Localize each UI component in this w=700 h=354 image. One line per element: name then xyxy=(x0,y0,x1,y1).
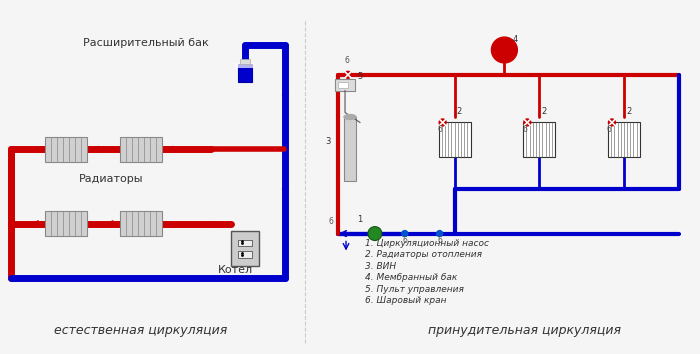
Circle shape xyxy=(344,72,351,78)
Text: Котел: Котел xyxy=(218,265,253,275)
Text: 6: 6 xyxy=(438,236,442,245)
Text: Расширительный бак: Расширительный бак xyxy=(83,38,209,48)
Bar xyxy=(239,240,253,246)
Text: 5: 5 xyxy=(357,72,362,81)
Bar xyxy=(120,137,162,162)
Bar xyxy=(239,251,253,258)
Text: 6: 6 xyxy=(328,217,333,225)
Bar xyxy=(46,211,87,236)
Text: 6: 6 xyxy=(607,125,612,135)
Text: 3. ВИН: 3. ВИН xyxy=(365,262,396,271)
Text: принудительная циркуляция: принудительная циркуляция xyxy=(428,324,621,337)
Text: 5. Пульт управления: 5. Пульт управления xyxy=(365,285,464,293)
Text: естественная циркуляция: естественная циркуляция xyxy=(54,324,228,337)
Text: 6: 6 xyxy=(344,56,349,65)
Circle shape xyxy=(491,37,517,63)
Circle shape xyxy=(608,119,615,126)
Text: 1. Циркуляционный насос: 1. Циркуляционный насос xyxy=(365,239,489,248)
Bar xyxy=(120,211,162,236)
Circle shape xyxy=(402,230,408,236)
Text: 4. Мембранный бак: 4. Мембранный бак xyxy=(365,273,457,282)
Text: 2. Радиаторы отопления: 2. Радиаторы отопления xyxy=(365,250,482,259)
Text: 3: 3 xyxy=(325,137,330,146)
Text: 2: 2 xyxy=(541,108,547,116)
Bar xyxy=(240,59,251,64)
Circle shape xyxy=(437,230,442,236)
Bar xyxy=(232,231,260,266)
Text: 6: 6 xyxy=(402,236,407,245)
Text: 6. Шаровый кран: 6. Шаровый кран xyxy=(365,296,447,305)
Text: 1: 1 xyxy=(357,215,362,224)
Bar xyxy=(335,79,355,91)
Bar xyxy=(524,122,555,157)
Circle shape xyxy=(439,119,446,126)
Text: 6: 6 xyxy=(522,125,527,135)
Bar xyxy=(239,64,253,82)
Bar xyxy=(608,122,640,157)
Text: 2: 2 xyxy=(456,108,462,116)
Bar xyxy=(344,117,356,182)
Bar xyxy=(338,82,348,88)
Ellipse shape xyxy=(344,114,356,119)
Text: 4: 4 xyxy=(512,35,517,44)
Bar xyxy=(46,137,87,162)
Bar xyxy=(439,122,470,157)
Text: 2: 2 xyxy=(626,108,631,116)
Circle shape xyxy=(368,227,382,240)
Text: 6: 6 xyxy=(438,125,442,135)
Text: Радиаторы: Радиаторы xyxy=(78,174,144,184)
Circle shape xyxy=(524,119,531,126)
Bar xyxy=(237,63,254,68)
